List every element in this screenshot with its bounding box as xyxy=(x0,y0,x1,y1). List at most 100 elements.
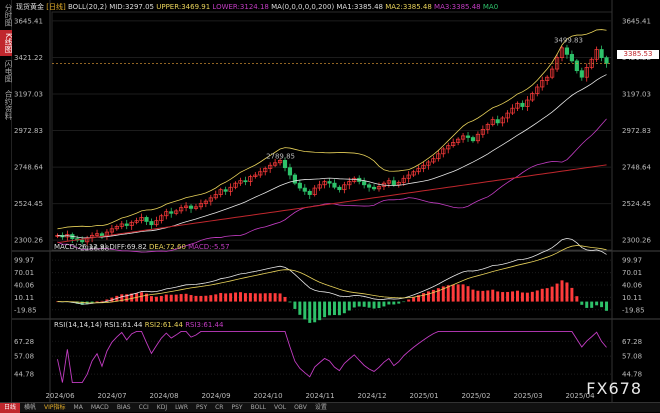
macd-bar-43 xyxy=(268,293,272,302)
macd-bar-67 xyxy=(387,301,391,305)
period-label[interactable]: [日线] xyxy=(46,3,66,11)
macd-bar-100 xyxy=(550,286,554,302)
macd-bar-19 xyxy=(149,296,153,302)
tab-kline[interactable]: K线图 xyxy=(0,30,13,56)
annotation-low: 2286.68 xyxy=(80,244,109,252)
btab-cci[interactable]: CCI xyxy=(138,403,149,411)
candle-body-79 xyxy=(446,145,451,150)
macd-bar-20 xyxy=(154,296,158,302)
tab-flash[interactable]: 闪电图 xyxy=(4,59,13,83)
macd-bar-104 xyxy=(570,287,574,302)
rsi2: RSI2:61.44 xyxy=(144,321,183,329)
candle-body-70 xyxy=(401,177,406,183)
tab-contract-info[interactable]: 合约资料 xyxy=(4,90,13,120)
btab-macd[interactable]: MACD xyxy=(90,403,109,411)
boll-mid: BOLL(20,2) MID:3297.05 xyxy=(67,3,154,11)
date-label-0: 2024/06 xyxy=(45,392,75,400)
macd-header: MACD(26,12,9) DIFF:69.82 DEA:72.60 MACD:… xyxy=(54,243,230,251)
btab-psy[interactable]: PSY xyxy=(196,403,208,411)
btab-cr[interactable]: CR xyxy=(215,403,224,411)
candle-body-95 xyxy=(525,99,530,107)
candles-group xyxy=(55,44,609,246)
candle-body-33 xyxy=(218,189,223,195)
candle-body-105 xyxy=(574,60,579,72)
btab-settings[interactable]: 设置 xyxy=(314,403,327,411)
btab-lwr[interactable]: LWR xyxy=(175,403,189,411)
candle-body-76 xyxy=(431,158,436,163)
date-label-5: 2024/11 xyxy=(305,392,334,400)
macd-label-right-0: 99.97 xyxy=(622,257,642,265)
candle-body-40 xyxy=(253,174,258,177)
macd-bar-91 xyxy=(506,291,510,302)
macd-bar-87 xyxy=(486,290,490,302)
price-label-left-1: 3421.22 xyxy=(14,54,43,62)
candle-body-89 xyxy=(495,119,500,124)
btab-1[interactable]: 横帆 xyxy=(24,403,37,411)
date-label-7: 2025/01 xyxy=(409,392,438,400)
candle-body-45 xyxy=(277,159,283,164)
candle-body-55 xyxy=(327,181,332,184)
candle-body-92 xyxy=(510,107,515,114)
macd-bar-8 xyxy=(95,301,99,302)
macd-label-right-4: -19.85 xyxy=(622,306,645,314)
macd-bar-10 xyxy=(105,299,109,302)
candle-body-49 xyxy=(297,182,302,189)
rsi3: RSI3:61.44 xyxy=(185,321,224,329)
candle-body-100 xyxy=(550,68,555,78)
macd-bar-66 xyxy=(382,301,386,307)
candle-body-36 xyxy=(233,182,238,188)
candle-body-29 xyxy=(198,203,204,208)
btab-bias[interactable]: BIAS xyxy=(116,403,131,411)
macd-bar-86 xyxy=(481,290,485,302)
macd-bar-94 xyxy=(520,292,524,302)
candle-body-87 xyxy=(485,124,490,130)
candle-body-13 xyxy=(119,223,124,227)
main-header: 现货黄金 [日线] BOLL(20,2) MID:3297.05 UPPER:3… xyxy=(16,2,498,12)
macd-bar-88 xyxy=(491,289,495,302)
btab-kdj[interactable]: KDJ xyxy=(156,403,168,411)
candle-body-109 xyxy=(594,49,599,60)
candle-body-102 xyxy=(559,47,565,58)
candle-body-69 xyxy=(396,181,401,186)
candle-body-53 xyxy=(317,184,322,189)
btab-0[interactable]: 日线 xyxy=(0,402,21,413)
macd-bar-27 xyxy=(189,295,193,302)
macd-bar-46 xyxy=(283,296,287,302)
macd-bar-14 xyxy=(125,294,129,302)
chart-canvas[interactable]: 3645.413645.413421.223421.223197.033197.… xyxy=(0,0,660,402)
macd-bar-51 xyxy=(308,301,312,323)
rsi-label-right-2: 44.78 xyxy=(622,371,642,379)
candle-body-72 xyxy=(411,171,416,176)
candle-body-85 xyxy=(475,133,481,142)
macd-bar-47 xyxy=(288,301,292,303)
macd-label-left-0: 99.97 xyxy=(14,257,34,265)
boll-lower: LOWER:3124.18 xyxy=(212,3,269,11)
btab-obv[interactable]: OBV xyxy=(294,403,307,411)
candle-body-107 xyxy=(584,67,589,78)
macd-bar-107 xyxy=(585,301,589,308)
macd-value: MACD:-5.57 xyxy=(188,243,230,251)
tab-time-share[interactable]: 分时图 xyxy=(4,3,13,27)
candle-body-8 xyxy=(94,233,100,236)
candle-body-67 xyxy=(386,180,391,184)
btab-boll[interactable]: BOLL xyxy=(250,403,266,411)
candle-body-97 xyxy=(535,86,540,94)
macd-bar-103 xyxy=(565,282,569,302)
macd-bar-105 xyxy=(575,296,579,302)
candle-body-83 xyxy=(465,135,471,138)
boll-mid-line xyxy=(57,74,607,239)
macd-bar-98 xyxy=(540,288,544,302)
btab-psy2[interactable]: PSY xyxy=(231,403,243,411)
candle-body-65 xyxy=(376,186,382,190)
btab-vol[interactable]: VOL xyxy=(273,403,287,411)
btab-vip[interactable]: VIP指标 xyxy=(44,403,66,411)
boll-upper: UPPER:3469.91 xyxy=(156,3,211,11)
macd-bar-75 xyxy=(426,291,430,302)
left-tab-bar: 分时图 K线图 闪电图 合约资料 xyxy=(0,0,13,402)
btab-ma[interactable]: MA xyxy=(73,403,83,411)
macd-bar-89 xyxy=(496,291,500,302)
candle-body-50 xyxy=(302,187,307,192)
macd-bar-23 xyxy=(169,294,173,302)
macd-bar-15 xyxy=(130,293,134,302)
